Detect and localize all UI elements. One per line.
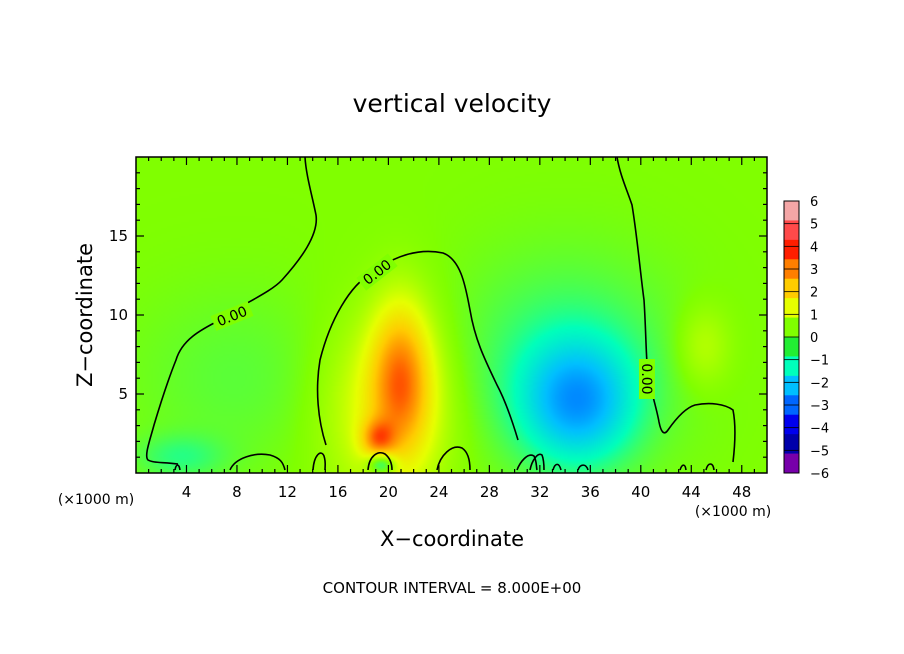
x-tick-label: 12 bbox=[278, 483, 297, 501]
contour-foot-8 bbox=[577, 464, 589, 471]
colorbar-label: 4 bbox=[810, 240, 818, 255]
contour-foot-10 bbox=[679, 464, 687, 471]
x-tick-label: 4 bbox=[182, 483, 192, 501]
x-tick-label: 32 bbox=[530, 483, 549, 501]
contour-foot-5 bbox=[516, 454, 538, 471]
zero-contours bbox=[145, 156, 736, 471]
colorbar-label: −4 bbox=[810, 422, 829, 437]
y-tick-marks bbox=[136, 172, 767, 458]
colorbar-cell bbox=[784, 453, 799, 474]
x-axis-title: X−coordinate bbox=[380, 527, 524, 551]
contour-right bbox=[616, 156, 736, 463]
colorbar-cell bbox=[784, 414, 799, 435]
x-tick-labels: 4 8 12 16 20 24 28 32 36 40 44 48 bbox=[182, 483, 752, 501]
contour-left bbox=[145, 156, 318, 465]
x-tick-label: 40 bbox=[631, 483, 650, 501]
y-tick-label: 15 bbox=[109, 227, 128, 245]
colorbar-cell bbox=[784, 278, 799, 299]
colorbar-label: 2 bbox=[810, 286, 818, 301]
contour-foot-1 bbox=[229, 453, 286, 471]
contour-label-bg-2 bbox=[356, 253, 398, 291]
colorbar-label: −6 bbox=[810, 467, 829, 482]
contour-interval-footer: CONTOUR INTERVAL = 8.000E+00 bbox=[323, 579, 582, 597]
contour-foot-11 bbox=[705, 463, 715, 471]
colorbar-cell bbox=[784, 220, 799, 241]
colorbar-cell bbox=[784, 298, 799, 319]
y-tick-label: 10 bbox=[109, 306, 128, 324]
colorbar-cell bbox=[784, 434, 799, 455]
colorbar-label: 6 bbox=[810, 195, 818, 210]
contour-middle bbox=[316, 250, 519, 446]
contour-label-bg-1 bbox=[210, 301, 254, 331]
x-tick-label: 24 bbox=[429, 483, 448, 501]
x-unit-left: (×1000 m) bbox=[58, 492, 134, 508]
y-tick-label: 5 bbox=[118, 385, 128, 403]
x-tick-label: 16 bbox=[328, 483, 347, 501]
colorbar-labels: 6 5 4 3 2 1 0 −1 −2 −3 −4 −5 −6 bbox=[784, 195, 829, 482]
colorbar-label: −5 bbox=[810, 444, 829, 459]
colorbar-label: −3 bbox=[810, 399, 829, 414]
contour-label-bg-3 bbox=[639, 359, 655, 399]
contour-foot-4 bbox=[436, 446, 471, 471]
contour-foot-3 bbox=[367, 452, 393, 471]
x-unit-right: (×1000 m) bbox=[695, 504, 771, 520]
contour-label-3: 0.00 bbox=[638, 363, 654, 394]
chart-title: vertical velocity bbox=[353, 89, 552, 118]
x-tick-label: 36 bbox=[581, 483, 600, 501]
colorbar-cell bbox=[784, 317, 799, 338]
plot-area: 0.00 0.00 0.00 bbox=[135, 156, 768, 474]
contour-foot-2 bbox=[312, 452, 327, 471]
colorbar-label: 3 bbox=[810, 263, 818, 278]
colorbar-label: 5 bbox=[810, 218, 818, 233]
colorbar-cell bbox=[784, 239, 799, 260]
y-axis-title: Z−coordinate bbox=[73, 243, 97, 387]
contour-foot-6 bbox=[529, 453, 545, 471]
contour-foot-7 bbox=[552, 463, 562, 471]
x-tick-label: 8 bbox=[232, 483, 242, 501]
x-tick-label: 44 bbox=[682, 483, 701, 501]
colorbar-cell bbox=[784, 201, 799, 221]
x-tick-label: 20 bbox=[379, 483, 398, 501]
colorbar-cell bbox=[784, 337, 799, 357]
y-tick-labels: 5 10 15 bbox=[109, 227, 128, 403]
contour-foot-9 bbox=[174, 464, 181, 471]
colorbar-label: 0 bbox=[810, 331, 818, 346]
colorbar-cell bbox=[784, 375, 799, 396]
x-tick-marks bbox=[148, 157, 755, 473]
colorbar-label: −2 bbox=[810, 376, 829, 391]
x-tick-label: 48 bbox=[732, 483, 751, 501]
colorbar: 6 5 4 3 2 1 0 −1 −2 −3 −4 −5 −6 bbox=[783, 195, 829, 482]
colorbar-label: −1 bbox=[810, 354, 829, 369]
x-tick-label: 28 bbox=[480, 483, 499, 501]
colorbar-cell bbox=[784, 356, 799, 377]
colorbar-label: 1 bbox=[810, 308, 818, 323]
